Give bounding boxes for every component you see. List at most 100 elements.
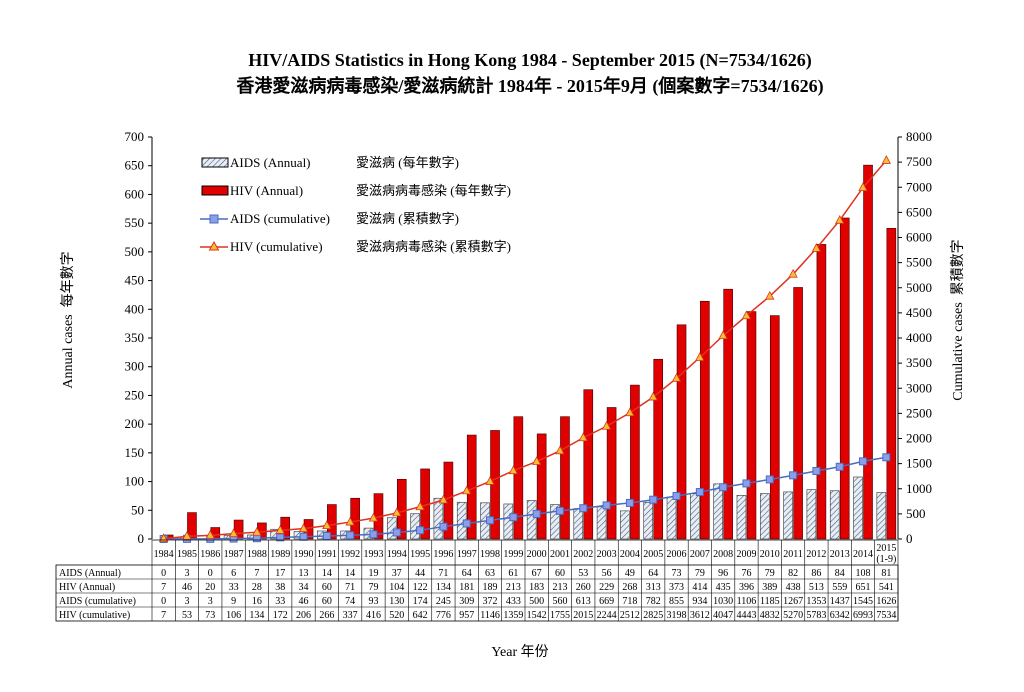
y2-tick-label: 6000 [906, 230, 932, 245]
table-cell: 213 [506, 582, 521, 593]
marker-hiv-cumulative [485, 476, 495, 485]
marker-aids-cumulative [789, 471, 798, 480]
marker-aids-cumulative [555, 506, 564, 515]
table-cell: 651 [856, 582, 871, 593]
bar-hiv-annual [536, 433, 547, 540]
legend-swatch-aids-annual [201, 157, 229, 168]
table-cell: 7 [254, 568, 259, 579]
marker-aids-cumulative [625, 498, 634, 507]
marker-aids-cumulative [602, 501, 611, 510]
y-tick-label: 550 [125, 215, 145, 230]
marker-hiv-cumulative [695, 352, 705, 361]
y2-tick-label: 1000 [906, 481, 932, 496]
y-tick-label: 300 [125, 359, 145, 374]
table-cell: 37 [392, 568, 402, 579]
table-cell: 134 [249, 610, 264, 621]
marker-aids-cumulative [742, 479, 751, 488]
table-cell: 84 [835, 568, 845, 579]
table-cell: 86 [811, 568, 821, 579]
table-header-year: 2009 [736, 549, 756, 560]
table-cell: 1626 [876, 596, 896, 607]
y2-tick-label: 3500 [906, 355, 932, 370]
table-header-year: 2000 [527, 549, 547, 560]
table-cell: 73 [672, 568, 682, 579]
table-cell: 776 [436, 610, 451, 621]
table-cell: 2015 [573, 610, 593, 621]
marker-hiv-cumulative [182, 530, 192, 540]
marker-hiv-cumulative [392, 507, 402, 517]
table-cell: 61 [508, 568, 518, 579]
table-row-label: AIDS (Annual) [59, 568, 121, 579]
table-cell: 2512 [620, 610, 640, 621]
table-cell: 73 [205, 610, 215, 621]
table-cell: 79 [765, 568, 775, 579]
table-cell: 79 [695, 568, 705, 579]
table-cell: 613 [576, 596, 591, 607]
table-header-year: 2002 [573, 549, 593, 560]
marker-aids-cumulative [835, 462, 844, 471]
bar-hiv-annual [746, 311, 757, 540]
marker-hiv-cumulative [322, 520, 332, 530]
table-header-year: 1999 [503, 549, 523, 560]
marker-hiv-cumulative [415, 501, 425, 511]
marker-hiv-cumulative [252, 526, 262, 536]
bar-hiv-annual [863, 164, 873, 540]
table-cell: 64 [462, 568, 472, 579]
bar-aids-annual [806, 489, 817, 540]
bar-hiv-annual [513, 416, 524, 540]
marker-hiv-cumulative [835, 214, 845, 224]
table-cell: 559 [832, 582, 847, 593]
y-tick-label: 400 [125, 301, 145, 316]
table-header-year: 1995 [410, 549, 430, 560]
bar-aids-annual [503, 503, 514, 540]
table-cell: 60 [322, 582, 332, 593]
y2-tick-label: 0 [906, 531, 913, 546]
table-cell: 49 [625, 568, 635, 579]
table-cell: 71 [438, 568, 448, 579]
marker-aids-cumulative [439, 522, 448, 531]
bar-hiv-annual [769, 315, 780, 540]
bar-aids-annual [666, 496, 677, 540]
y-tick-label: 500 [125, 244, 145, 259]
legend-label-zh-aids-cumulative: 愛滋病 (累積數字) [356, 211, 459, 226]
table-cell: 38 [275, 582, 285, 593]
table-cell: 782 [646, 596, 661, 607]
y-tick-label: 450 [125, 273, 145, 288]
table-cell: 82 [788, 568, 798, 579]
y-tick-label: 250 [125, 387, 145, 402]
y2-tick-label: 6500 [906, 204, 932, 219]
table-row-label: HIV (cumulative) [59, 610, 130, 621]
marker-hiv-cumulative [531, 456, 542, 465]
table-cell: 33 [275, 596, 285, 607]
table-cell: 438 [786, 582, 801, 593]
marker-aids-cumulative [695, 488, 704, 497]
bar-aids-annual [736, 495, 747, 540]
bar-aids-annual [620, 510, 630, 540]
table-cell: 1185 [760, 596, 780, 607]
table-cell: 6 [231, 568, 236, 579]
y2-tick-label: 500 [906, 506, 926, 521]
y-tick-label: 600 [125, 186, 145, 201]
y2-tick-label: 7000 [906, 179, 932, 194]
bar-hiv-annual [839, 217, 850, 540]
table-cell: 9 [231, 596, 236, 607]
table-cell: 19 [368, 568, 378, 579]
bar-hiv-annual [723, 288, 733, 540]
legend: AIDS (Annual) 愛滋病 (每年數字) HIV (Annual) 愛滋… [200, 155, 511, 254]
bar-aids-annual [713, 483, 723, 540]
table-cell: 1353 [806, 596, 826, 607]
table-header-year: 1991 [317, 549, 337, 560]
marker-hiv-cumulative [438, 494, 449, 504]
table-cell: 0 [208, 568, 213, 579]
table-cell: 313 [646, 582, 661, 593]
bar-aids-annual [759, 493, 770, 540]
marker-aids-cumulative [859, 457, 868, 466]
marker-aids-cumulative [882, 453, 891, 462]
table-cell: 181 [459, 582, 474, 593]
table-header-year: (1-9) [876, 554, 896, 565]
marker-hiv-cumulative [298, 523, 309, 533]
bar-hiv-annual [583, 389, 594, 540]
table-cell: 28 [252, 582, 262, 593]
y-tick-label: 50 [131, 502, 144, 517]
